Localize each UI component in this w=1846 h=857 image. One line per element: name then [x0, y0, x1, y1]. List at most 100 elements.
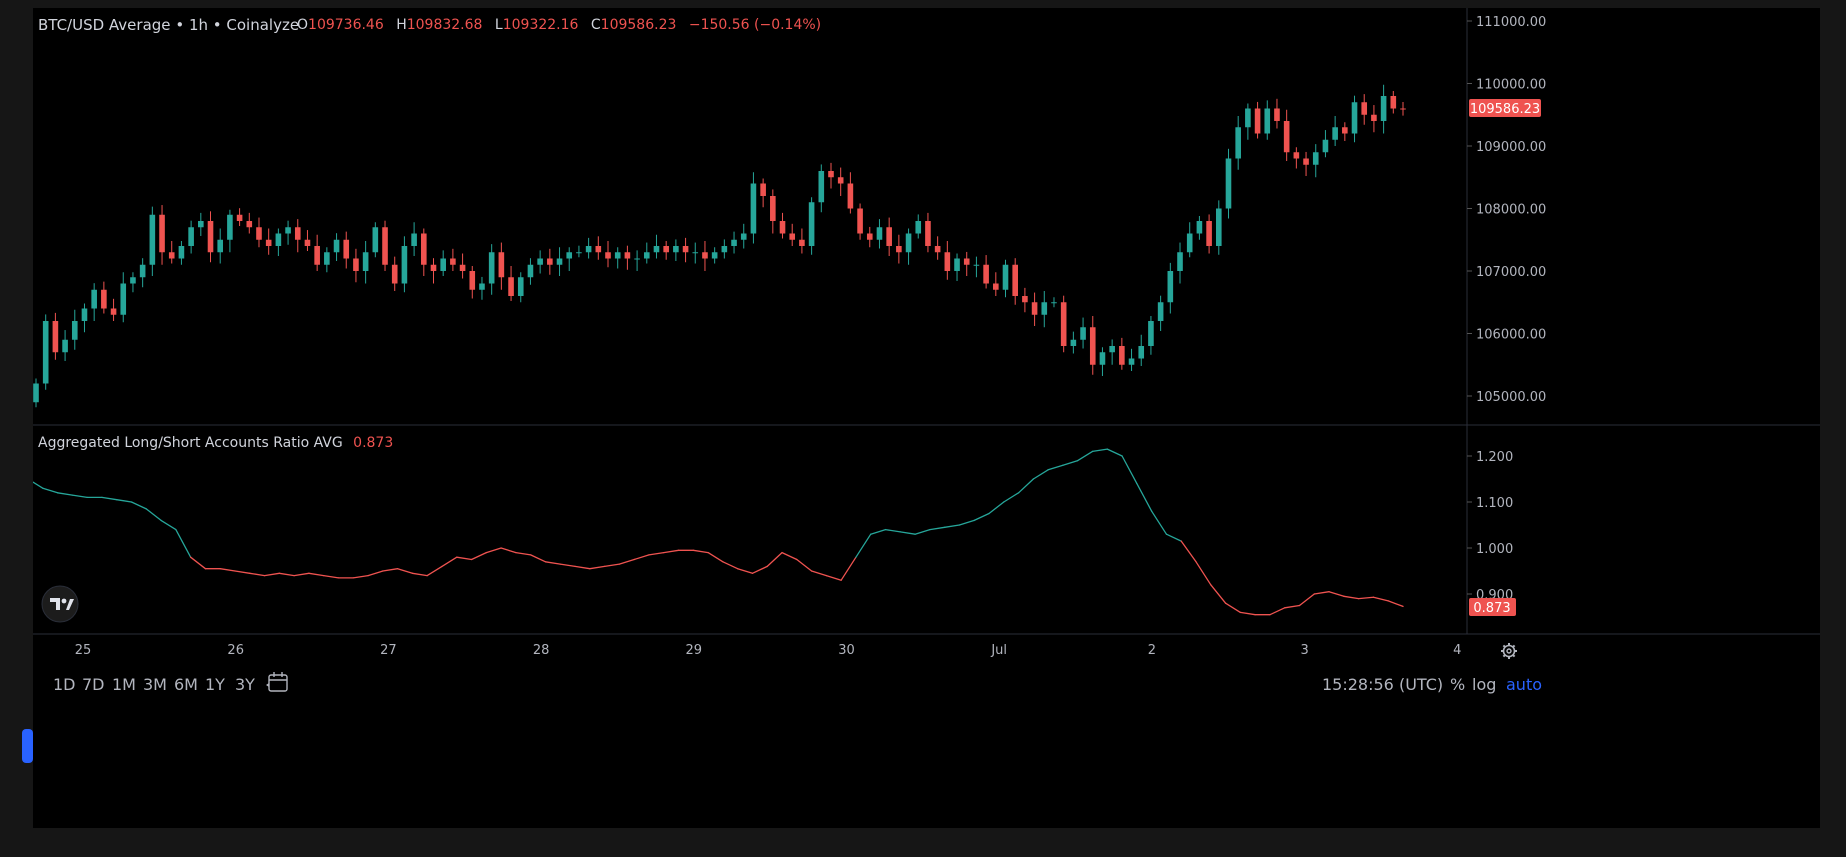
candle-body	[595, 246, 602, 253]
auto-toggle[interactable]: auto	[1506, 675, 1542, 694]
candle-body	[1157, 302, 1164, 321]
ratio-line-segment	[1269, 607, 1286, 616]
timeframe-button-6m[interactable]: 6M	[174, 675, 198, 694]
candle-body	[256, 227, 262, 240]
candle-body	[1012, 264, 1018, 296]
candle-body	[1060, 302, 1067, 346]
ratio-line-segment	[781, 551, 798, 561]
open-label: O	[297, 17, 308, 33]
source-label: Coinalyze	[226, 16, 299, 34]
symbol-legend[interactable]: BTC/USD Average • 1h • Coinalyze	[38, 16, 299, 34]
candle-body	[1303, 158, 1309, 165]
calendar-range-icon[interactable]	[266, 672, 288, 692]
price-axis[interactable]: 111000.00 110000.00 109000.00 108000.00 1070…	[1467, 15, 1546, 405]
candle-body	[430, 264, 437, 271]
collapse-panel-tab[interactable]	[22, 729, 33, 763]
candle-body	[1322, 139, 1329, 153]
candle-body	[1312, 152, 1319, 165]
time-tick-label: 3	[1300, 643, 1308, 658]
candle-body	[673, 246, 679, 253]
candle-body	[1371, 114, 1377, 121]
indicator-legend[interactable]: Aggregated Long/Short Accounts Ratio AVG…	[38, 435, 393, 451]
close-value: 109586.23	[601, 17, 677, 33]
ratio-line-segment	[1298, 593, 1315, 607]
candle-body	[294, 227, 301, 240]
candle-body	[1022, 296, 1028, 303]
ratio-line-segment	[323, 574, 340, 579]
price-pane[interactable]	[33, 8, 1467, 425]
ratio-line-segment	[988, 501, 1005, 515]
candle-body	[614, 252, 621, 259]
ratio-line-segment	[1136, 482, 1153, 512]
candle-body	[963, 258, 970, 265]
candle-body	[1128, 358, 1135, 365]
low-value: 109322.16	[503, 17, 579, 33]
candle-body	[643, 252, 650, 259]
candle-body	[275, 233, 282, 246]
candle-body	[1235, 127, 1241, 159]
percent-toggle[interactable]: %	[1450, 675, 1465, 694]
candle-body	[779, 221, 786, 234]
timeframe-button-1d[interactable]: 1D	[53, 675, 76, 694]
timeframe-button-1m[interactable]: 1M	[112, 675, 136, 694]
candle-body	[770, 196, 776, 221]
timeframe-button-1y[interactable]: 1Y	[205, 675, 225, 694]
ratio-line-segment	[530, 554, 547, 563]
candle-body	[547, 258, 553, 265]
candle-body	[479, 283, 485, 290]
ratio-tick-label: 1.200	[1476, 450, 1513, 465]
candle-body	[362, 252, 369, 271]
candle-body	[517, 277, 524, 296]
ratio-line-segment	[382, 568, 399, 572]
ratio-line-segment	[1165, 533, 1182, 542]
price-tick-label: 111000.00	[1476, 15, 1546, 30]
candle-body	[508, 277, 514, 296]
price-tick-label: 108000.00	[1476, 203, 1546, 218]
time-tick-label: 28	[533, 643, 550, 658]
ratio-line-segment	[1210, 584, 1227, 604]
ratio-line-segment	[1387, 600, 1404, 608]
candle-body	[1186, 233, 1193, 253]
ratio-line-segment	[189, 556, 207, 570]
time-tick-label: 25	[75, 643, 92, 658]
candle-body	[653, 246, 660, 253]
candles-layer	[33, 84, 1406, 408]
candle-body	[120, 283, 127, 315]
log-toggle[interactable]: log	[1472, 675, 1496, 694]
tradingview-logo-icon[interactable]	[41, 585, 79, 623]
last-price-badge: 109586.23	[1470, 102, 1540, 117]
candle-body	[605, 252, 611, 259]
indicator-title[interactable]: Aggregated Long/Short Accounts Ratio AVG	[38, 435, 343, 451]
utc-clock[interactable]: 15:28:56 (UTC)	[1322, 675, 1443, 694]
time-axis[interactable]: 25 26 27 28 29 30 Jul 2 3 4	[75, 643, 1462, 658]
ratio-line-layer	[27, 448, 1404, 616]
candle-body	[71, 321, 78, 340]
ratio-line-segment	[544, 561, 561, 565]
timeframe-button-3m[interactable]: 3M	[143, 675, 167, 694]
ratio-line-segment	[796, 558, 813, 572]
candle-body	[1380, 96, 1387, 121]
timeframe-button-3y[interactable]: 3Y	[235, 675, 255, 694]
candle-body	[721, 246, 728, 253]
ratio-line-segment	[1047, 464, 1064, 471]
candle-body	[624, 252, 631, 259]
candle-body	[973, 264, 980, 266]
gear-icon[interactable]	[1501, 643, 1517, 659]
candle-body	[1070, 339, 1077, 346]
candle-body	[1099, 352, 1106, 365]
symbol-name[interactable]: BTC/USD Average	[38, 16, 171, 34]
candle-body	[828, 171, 834, 178]
candle-body	[450, 258, 456, 265]
indicator-pane[interactable]	[33, 426, 1467, 634]
candle-body	[391, 264, 398, 284]
candle-body	[934, 246, 941, 253]
timeframe-button-7d[interactable]: 7D	[82, 675, 105, 694]
ratio-line-segment	[1151, 510, 1168, 535]
ratio-line-segment	[101, 496, 118, 501]
ratio-line-segment	[870, 528, 887, 535]
ratio-line-segment	[130, 501, 147, 510]
ratio-line-segment	[1003, 492, 1020, 503]
interval-label[interactable]: 1h	[189, 16, 208, 34]
open-value: 109736.46	[308, 17, 384, 33]
